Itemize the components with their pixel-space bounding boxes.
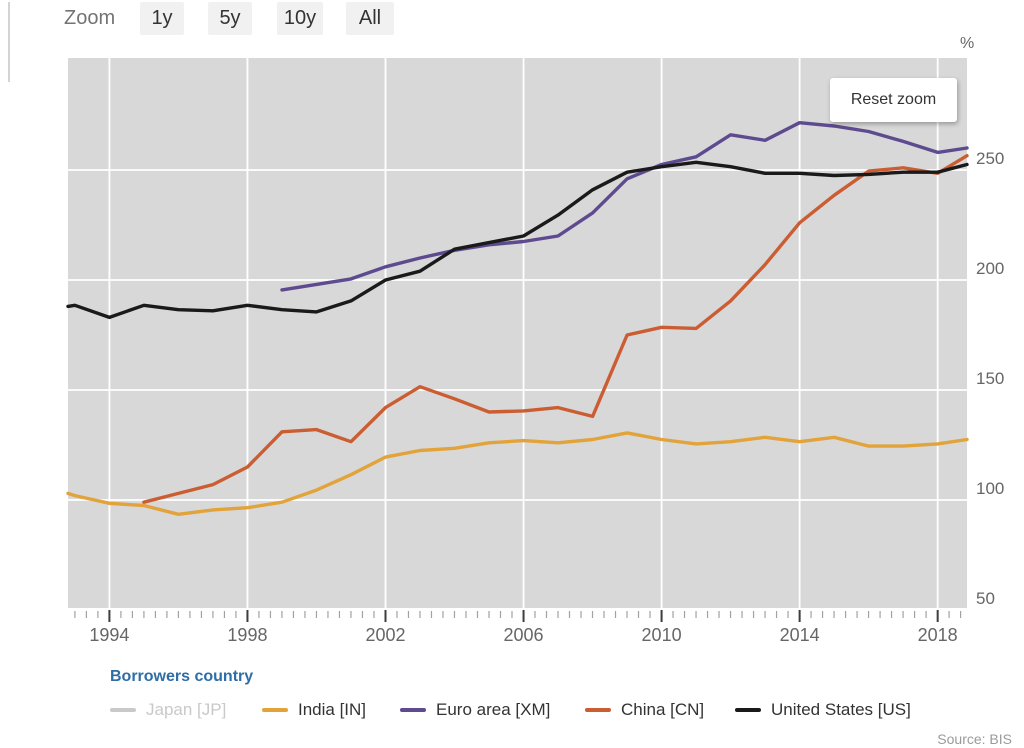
x-tick-label: 1994	[89, 625, 129, 645]
legend-label: China [CN]	[621, 700, 705, 719]
series-line-united-states-us	[66, 160, 969, 320]
source-attribution: Source: BIS	[937, 731, 1012, 747]
plot-background	[68, 58, 967, 608]
legend-item-japan[interactable]: Japan [JP]	[110, 700, 226, 720]
x-tick-label: 2010	[642, 625, 682, 645]
legend-label: United States [US]	[771, 700, 911, 719]
china-series-dash-icon	[585, 708, 611, 712]
x-tick-label: 2014	[780, 625, 820, 645]
y-tick-label: 250	[976, 149, 1004, 168]
legend-label: Japan [JP]	[146, 700, 227, 719]
range-button-5y[interactable]: 5y	[208, 2, 252, 35]
legend-item-china[interactable]: China [CN]	[585, 700, 704, 720]
y-axis-unit-label: %	[960, 35, 975, 52]
range-button-10y[interactable]: 10y	[277, 2, 323, 35]
x-tick-label: 1998	[227, 625, 267, 645]
range-button-all[interactable]: All	[346, 2, 394, 35]
series-line-euro-area-xm	[280, 120, 969, 292]
series-line-china-cn	[142, 153, 969, 504]
y-tick-label: 100	[976, 479, 1004, 498]
legend-item-india[interactable]: India [IN]	[262, 700, 366, 720]
chart-plot-area[interactable]: 1994 1998 2002 2006 2010 2014 2018 50 100 150 200 2…	[0, 0, 1024, 660]
x-tick-label: 2018	[918, 625, 958, 645]
page-left-divider	[8, 2, 10, 82]
legend-label: India [IN]	[298, 700, 367, 719]
y-tick-label: 50	[976, 589, 995, 608]
y-tick-label: 150	[976, 369, 1004, 388]
india-series-dash-icon	[262, 708, 288, 712]
euro-area-series-dash-icon	[400, 708, 426, 712]
range-button-1y[interactable]: 1y	[140, 2, 184, 35]
japan-series-dash-icon	[110, 708, 136, 712]
legend-item-united-states[interactable]: United States [US]	[735, 700, 911, 720]
united-states-series-dash-icon	[735, 708, 761, 712]
reset-zoom-button[interactable]: Reset zoom	[830, 78, 957, 122]
legend-label: Euro area [XM]	[436, 700, 551, 719]
series-line-india-in	[66, 431, 969, 516]
legend-title: Borrowers country	[110, 668, 254, 685]
y-tick-label: 200	[976, 259, 1004, 278]
x-tick-label: 2002	[365, 625, 405, 645]
zoom-range-label: Zoom	[64, 7, 116, 29]
x-tick-label: 2006	[504, 625, 544, 645]
legend-item-euro-area[interactable]: Euro area [XM]	[400, 700, 550, 720]
